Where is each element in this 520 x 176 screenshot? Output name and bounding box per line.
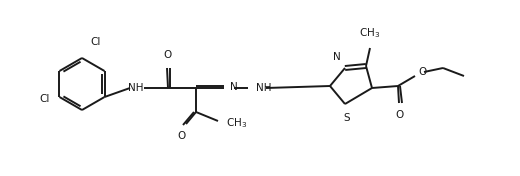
- Text: NH: NH: [256, 83, 271, 93]
- Text: O: O: [396, 110, 404, 120]
- Text: CH$_3$: CH$_3$: [226, 116, 247, 130]
- Text: Cl: Cl: [39, 94, 49, 104]
- Text: O: O: [177, 131, 185, 141]
- Text: O: O: [418, 67, 426, 77]
- Text: CH$_3$: CH$_3$: [359, 26, 381, 40]
- Text: NH: NH: [128, 83, 144, 93]
- Text: N: N: [230, 82, 238, 92]
- Text: Cl: Cl: [90, 37, 100, 47]
- Text: O: O: [164, 50, 172, 60]
- Text: N: N: [333, 52, 341, 62]
- Text: S: S: [344, 113, 350, 123]
